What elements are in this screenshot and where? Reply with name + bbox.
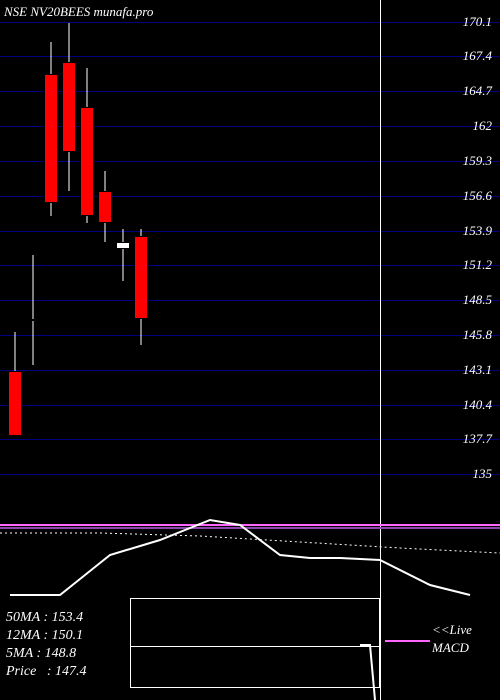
gridline — [0, 335, 500, 336]
candlestick — [44, 42, 58, 216]
candlestick — [98, 171, 112, 242]
y-tick-label: 164.7 — [463, 83, 492, 99]
y-tick-label: 159.3 — [463, 153, 492, 169]
y-tick-label: 162 — [473, 118, 493, 134]
gridline — [0, 196, 500, 197]
candlestick — [26, 255, 40, 365]
y-tick-label: 143.1 — [463, 362, 492, 378]
info-line: 12MA : 150.1 — [6, 628, 83, 644]
y-tick-label: 135 — [473, 466, 493, 482]
y-tick-label: 148.5 — [463, 292, 492, 308]
candlestick — [62, 23, 76, 191]
y-tick-label: 153.9 — [463, 223, 492, 239]
ma-dotted-line — [0, 533, 500, 553]
y-tick-label: 167.4 — [463, 48, 492, 64]
candlestick — [8, 332, 22, 435]
macd-box — [130, 598, 380, 688]
macd-label: MACD — [432, 640, 469, 656]
macd-pink-segment — [385, 640, 430, 642]
y-tick-label: 140.4 — [463, 397, 492, 413]
gridline — [0, 405, 500, 406]
gridline — [0, 300, 500, 301]
info-line: 50MA : 153.4 — [6, 610, 83, 626]
gridline — [0, 231, 500, 232]
gridline — [0, 474, 500, 475]
info-line: 5MA : 148.8 — [6, 646, 76, 662]
y-tick-label: 170.1 — [463, 14, 492, 30]
gridline — [0, 439, 500, 440]
macd-midline — [131, 646, 379, 647]
time-marker-line — [380, 0, 381, 700]
gridline — [0, 370, 500, 371]
y-tick-label: 156.6 — [463, 188, 492, 204]
stock-chart: NSE NV20BEES munafa.pro 170.1 167.4 164.7 1… — [0, 0, 500, 700]
y-tick-label: 137.7 — [463, 431, 492, 447]
info-line: Price : 147.4 — [6, 664, 86, 680]
chart-title: NSE NV20BEES munafa.pro — [4, 4, 153, 20]
candlestick — [80, 68, 94, 223]
indicator-line — [10, 520, 470, 595]
candlestick — [134, 229, 148, 345]
live-label: <<Live — [432, 622, 472, 638]
y-tick-label: 145.8 — [463, 327, 492, 343]
y-tick-label: 151.2 — [463, 257, 492, 273]
candlestick — [116, 229, 130, 281]
gridline — [0, 265, 500, 266]
